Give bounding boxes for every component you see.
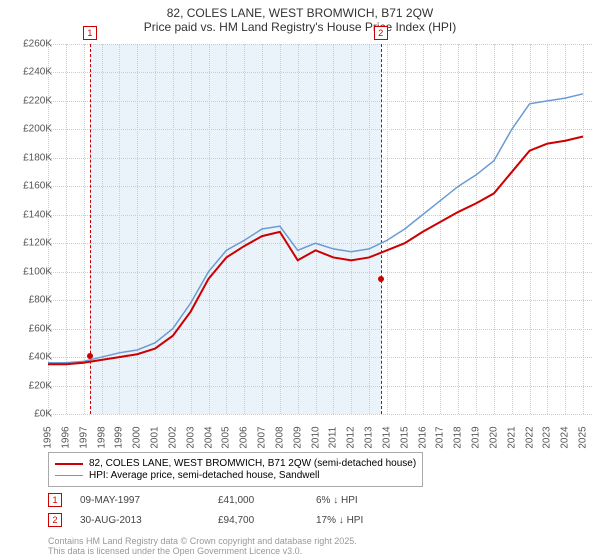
x-tick-label: 2007 [257,426,268,448]
legend-swatch [55,463,83,465]
attribution-line: This data is licensed under the Open Gov… [48,546,357,556]
y-tick-label: £140K [23,209,52,220]
gridline-h [48,414,592,415]
x-tick-label: 2008 [274,426,285,448]
sale-row: 1 09-MAY-1997 £41,000 6% ↓ HPI [48,493,588,507]
x-tick-label: 2021 [506,426,517,448]
y-tick-label: £160K [23,181,52,192]
x-tick-label: 2004 [203,426,214,448]
y-tick-label: £180K [23,152,52,163]
x-tick-label: 1997 [78,426,89,448]
x-tick-label: 2013 [364,426,375,448]
sale-delta: 6% ↓ HPI [316,495,416,506]
chart-title: 82, COLES LANE, WEST BROMWICH, B71 2QW [0,0,600,20]
x-tick-label: 2022 [524,426,535,448]
y-tick-label: £60K [29,323,52,334]
x-tick-label: 1999 [114,426,125,448]
x-tick-label: 2001 [150,426,161,448]
legend: 82, COLES LANE, WEST BROMWICH, B71 2QW (… [48,452,588,527]
series-line [48,94,583,363]
y-tick-label: £20K [29,380,52,391]
legend-item: 82, COLES LANE, WEST BROMWICH, B71 2QW (… [55,458,416,469]
legend-box: 82, COLES LANE, WEST BROMWICH, B71 2QW (… [48,452,423,487]
legend-label: 82, COLES LANE, WEST BROMWICH, B71 2QW (… [89,458,416,469]
y-tick-label: £220K [23,95,52,106]
x-tick-label: 2018 [453,426,464,448]
x-tick-label: 2002 [167,426,178,448]
sale-delta: 17% ↓ HPI [316,515,416,526]
x-tick-label: 2010 [310,426,321,448]
x-tick-label: 1998 [96,426,107,448]
x-tick-label: 2019 [471,426,482,448]
plot-area: 12 1995199619971998199920002001200220032… [48,44,592,414]
legend-item: HPI: Average price, semi-detached house,… [55,470,416,481]
x-tick-label: 2006 [239,426,250,448]
y-tick-label: £40K [29,352,52,363]
marker-badge: 2 [374,26,388,40]
sale-badge: 2 [48,513,62,527]
sale-price: £41,000 [218,495,298,506]
attribution: Contains HM Land Registry data © Crown c… [48,536,357,556]
y-tick-label: £100K [23,266,52,277]
y-tick-label: £200K [23,124,52,135]
sale-date: 09-MAY-1997 [80,495,200,506]
sale-price: £94,700 [218,515,298,526]
y-tick-label: £260K [23,39,52,50]
series-line [48,137,583,365]
x-tick-label: 2017 [435,426,446,448]
legend-label: HPI: Average price, semi-detached house,… [89,470,320,481]
y-tick-label: £80K [29,295,52,306]
y-tick-label: £120K [23,238,52,249]
x-tick-label: 2016 [417,426,428,448]
x-tick-label: 1996 [60,426,71,448]
x-tick-label: 2024 [560,426,571,448]
x-tick-label: 2023 [542,426,553,448]
x-tick-label: 2015 [399,426,410,448]
x-tick-label: 2005 [221,426,232,448]
x-tick-label: 2009 [292,426,303,448]
sale-row: 2 30-AUG-2013 £94,700 17% ↓ HPI [48,513,588,527]
y-tick-label: £240K [23,67,52,78]
x-tick-label: 2011 [328,427,339,449]
attribution-line: Contains HM Land Registry data © Crown c… [48,536,357,546]
x-tick-label: 1995 [43,426,54,448]
x-tick-label: 2014 [381,426,392,448]
sale-badge: 1 [48,493,62,507]
x-tick-label: 2025 [578,426,589,448]
chart-container: 82, COLES LANE, WEST BROMWICH, B71 2QW P… [0,0,600,560]
x-tick-label: 2003 [185,426,196,448]
x-tick-label: 2020 [488,426,499,448]
x-tick-label: 2012 [346,426,357,448]
sale-date: 30-AUG-2013 [80,515,200,526]
legend-swatch [55,475,83,476]
marker-badge: 1 [83,26,97,40]
y-tick-label: £0K [34,409,52,420]
x-tick-label: 2000 [132,426,143,448]
